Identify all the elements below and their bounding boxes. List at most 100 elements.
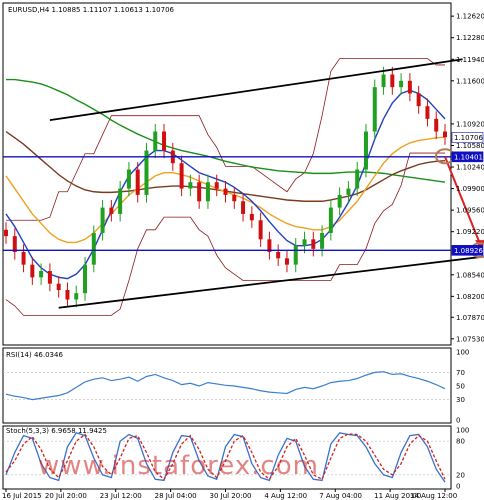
candle-body	[153, 131, 158, 151]
symbol-header: EURUSD,H4 1.10885 1.11107 1.10613 1.1070…	[8, 6, 175, 14]
candle-body	[83, 264, 88, 294]
price-tick-label: 1.07530	[456, 335, 484, 343]
candle-body	[363, 131, 368, 170]
candle-body	[30, 264, 35, 278]
bollinger-lower-line	[5, 152, 445, 316]
price-tick-label: 1.07870	[456, 314, 484, 322]
candle-body	[4, 229, 8, 237]
candle-body	[12, 236, 17, 252]
price-marker-label: 1.10706	[454, 134, 483, 142]
rsi-tick-label: 70	[456, 369, 465, 377]
rsi-line	[5, 371, 446, 401]
rsi-tick-label: 50	[456, 383, 465, 391]
price-tick-label: 1.10240	[456, 164, 484, 172]
candle-body	[249, 213, 254, 221]
candle-body	[407, 80, 412, 94]
price-marker-label: 1.08926	[454, 247, 483, 255]
stoch-tick-label: 100	[456, 427, 469, 435]
channel-line-upper	[49, 58, 463, 122]
watermark: www.instaforex.com	[38, 451, 319, 481]
rsi-label: RSI(14) 46.0346	[6, 351, 63, 359]
candle-body	[56, 283, 61, 291]
time-tick-label: 30 Jul 20:00	[210, 492, 252, 500]
moving-average-line-1	[6, 78, 446, 183]
candle-body	[100, 207, 105, 233]
candle-body	[320, 232, 325, 249]
price-tick-label: 1.08200	[456, 293, 484, 301]
forecast-arrow-line	[444, 156, 482, 245]
stoch-label: Stoch(5,3,3) 6.9658 11.9425	[6, 427, 107, 435]
price-tick-label: 1.09220	[456, 228, 484, 236]
candle-body	[293, 245, 298, 265]
candle-body	[214, 182, 219, 189]
candle-body	[74, 293, 79, 300]
candle-body	[372, 87, 377, 132]
candle-body	[337, 194, 342, 208]
candle-body	[188, 182, 193, 189]
time-tick-label: 11 Aug 20:00	[374, 492, 421, 500]
price-marker-box	[451, 151, 484, 163]
candle-body	[109, 207, 114, 214]
candle-body	[135, 169, 140, 195]
price-tick-label: 1.09560	[456, 207, 484, 215]
candle-body	[126, 169, 131, 189]
candle-body	[144, 150, 149, 195]
candle-body	[425, 106, 430, 119]
stoch-main-line	[5, 432, 446, 483]
time-tick-label: 7 Aug 04:00	[319, 492, 362, 500]
candle-body	[241, 201, 246, 214]
stoch-tick-label: 0	[456, 483, 460, 491]
candle-body	[416, 93, 421, 107]
candle-body	[47, 270, 52, 284]
rsi-tick-label: 0	[456, 417, 460, 425]
candle-body	[162, 131, 167, 151]
candle-body	[223, 188, 228, 195]
stoch-tick-label: 80	[456, 438, 465, 446]
candle-body	[39, 270, 44, 278]
candle-body	[276, 251, 281, 259]
rsi-tick-label: 30	[456, 396, 465, 404]
price-tick-label: 1.08540	[456, 271, 484, 279]
candle-body	[443, 131, 447, 138]
candle-body	[346, 188, 351, 195]
candle-body	[232, 194, 237, 202]
price-tick-label: 1.11940	[456, 56, 484, 64]
candle-body	[21, 251, 26, 265]
price-tick-label: 1.10580	[456, 142, 484, 150]
candle-body	[179, 163, 184, 189]
time-tick-label: 4 Aug 12:00	[264, 492, 307, 500]
candle-body	[328, 207, 333, 233]
stoch-signal-line	[5, 433, 446, 481]
candle-body	[258, 220, 263, 240]
price-tick-label: 1.12280	[456, 34, 484, 42]
stoch-tick-label: 20	[456, 471, 465, 479]
candle-body	[302, 239, 307, 246]
price-marker-box	[451, 245, 484, 256]
candle-body	[91, 232, 96, 265]
time-tick-label: 14 Aug 12:00	[410, 492, 457, 500]
candle-body	[197, 182, 202, 202]
candle-body	[381, 74, 386, 88]
bollinger-upper-line	[6, 58, 445, 221]
candle-body	[284, 258, 289, 265]
candle-body	[390, 74, 395, 88]
candle-body	[118, 188, 123, 214]
candle-body	[65, 290, 70, 300]
price-marker-box	[451, 132, 484, 143]
candle-body	[267, 239, 272, 252]
time-tick-label: 16 Jul 2015	[2, 492, 42, 500]
price-tick-label: 1.11600	[456, 77, 484, 85]
candle-body	[311, 239, 316, 249]
time-tick-label: 20 Jul 20:00	[45, 492, 87, 500]
price-tick-label: 1.09900	[456, 185, 484, 193]
candle-body	[355, 169, 360, 189]
channel-line-lower	[58, 255, 484, 309]
candle-body	[399, 80, 404, 88]
time-tick-label: 23 Jul 12:00	[100, 492, 142, 500]
candle-body	[205, 182, 210, 202]
time-tick-label: 28 Jul 04:00	[155, 492, 197, 500]
rsi-tick-label: 100	[456, 349, 469, 357]
price-tick-label: 1.10920	[456, 120, 484, 128]
